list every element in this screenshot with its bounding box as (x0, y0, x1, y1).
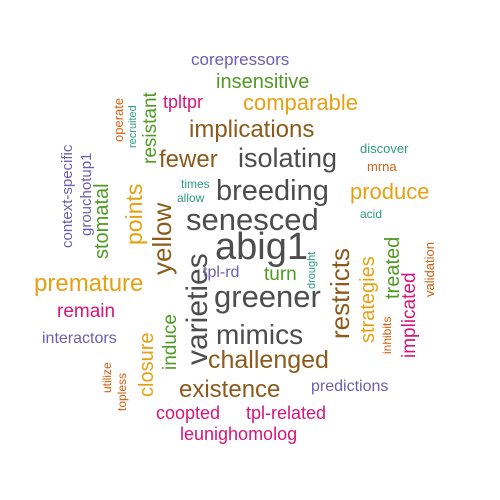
word-allow: allow (177, 191, 205, 205)
word-points: points (121, 183, 147, 245)
word-greener: greener (214, 279, 321, 314)
word-predictions: predictions (311, 378, 389, 395)
word-turn: turn (264, 264, 297, 285)
word-tpltpr: tpltpr (163, 92, 204, 112)
word-restricts: restricts (325, 248, 355, 339)
word-produce: produce (350, 179, 430, 204)
word-closure: closure (136, 332, 158, 397)
word-discover: discover (360, 141, 409, 156)
word-times: times (181, 177, 210, 191)
word-acid: acid (360, 207, 383, 221)
word-corepressors: corepressors (191, 50, 290, 69)
word-existence: existence (179, 376, 281, 403)
word-resistant: resistant (140, 92, 161, 164)
word-tpl-rd: tpl-rd (203, 264, 240, 281)
word-coopted: coopted (156, 403, 221, 423)
word-insensitive: insensitive (216, 71, 310, 93)
word-grouchotup1: grouchotup1 (78, 152, 95, 236)
word-mrna: mrna (367, 159, 397, 174)
word-breeding: breeding (216, 175, 329, 207)
word-yellow: yellow (147, 202, 177, 275)
word-strategies: strategies (357, 256, 379, 343)
word-fewer: fewer (159, 146, 218, 173)
word-induce: induce (160, 314, 181, 370)
word-tpl-related: tpl-related (246, 403, 327, 423)
word-leunighomolog: leunighomolog (180, 424, 298, 444)
word-premature: premature (34, 270, 144, 297)
word-recruited: recruited (127, 105, 139, 148)
word-inhibits: inhibits (380, 316, 394, 354)
word-topless: topless (115, 372, 129, 411)
word-comparable: comparable (243, 90, 358, 115)
word-context-specific: context-specific (59, 144, 76, 248)
word-isolating: isolating (238, 143, 338, 173)
word-interactors: interactors (42, 330, 117, 347)
word-implicated: implicated (399, 272, 420, 358)
word-challenged: challenged (208, 346, 329, 374)
word-drought: drought (306, 251, 318, 289)
word-utilize: utilize (100, 362, 114, 393)
word-operate: operate (111, 97, 126, 142)
word-senesced: senesced (186, 202, 319, 237)
word-remain: remain (57, 301, 116, 322)
word-validation: validation (422, 242, 437, 297)
word-mimics: mimics (216, 319, 304, 350)
word-stomatal: stomatal (91, 183, 113, 259)
word-abig1: abig1 (215, 226, 308, 268)
word-implications: implications (189, 116, 315, 143)
